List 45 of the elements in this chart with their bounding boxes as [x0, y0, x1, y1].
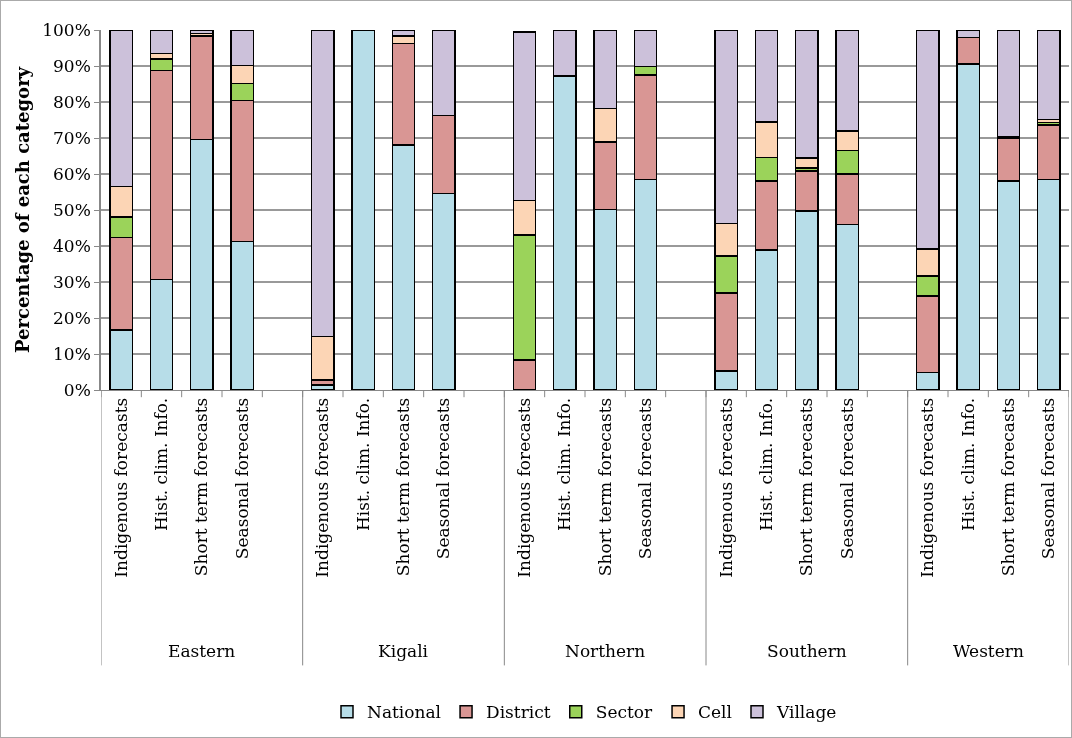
x-tick-label: Seasonal forecasts [231, 397, 252, 560]
legend-label: Cell [698, 702, 732, 723]
x-tick-label: Short term forecasts [998, 397, 1019, 577]
x-tick-label: Seasonal forecasts [1038, 397, 1059, 560]
x-tick-label: Hist. clim. Info. [151, 397, 172, 532]
bar [1036, 30, 1061, 121]
y-tick-label: 100% [42, 19, 91, 40]
x-tick-label: Indigenous forecasts [715, 397, 736, 578]
legend-label: District [486, 702, 551, 723]
x-tick-label: Short term forecasts [796, 397, 817, 577]
y-tick-label: 10% [53, 343, 91, 364]
y-tick-label: 30% [53, 271, 91, 292]
x-tick-label: Indigenous forecasts [110, 397, 131, 578]
text: Western [953, 641, 1024, 661]
text: Southern [767, 641, 847, 661]
text: Eastern [168, 641, 236, 661]
y-axis-title: Percentage of each category [11, 66, 33, 354]
x-tick-label: Short term forecasts [191, 397, 212, 577]
x-tick-label: Indigenous forecasts [917, 397, 938, 578]
y-tick-label: 80% [53, 91, 91, 112]
x-tick-label: Seasonal forecasts [433, 397, 454, 560]
x-tick-label: Indigenous forecasts [514, 397, 535, 578]
y-tick-label: 0% [63, 379, 91, 400]
text: Kigali [378, 641, 429, 661]
x-tick-label: Hist. clim. Info. [957, 397, 978, 532]
x-tick-label: Short term forecasts [594, 397, 615, 577]
text: Northern [565, 641, 646, 661]
x-tick-label: Short term forecasts [393, 397, 414, 577]
y-tick-label: 90% [53, 55, 91, 76]
x-tick-label: Hist. clim. Info. [554, 397, 575, 532]
y-tick-label: 60% [53, 163, 91, 184]
legend-label: Village [776, 702, 837, 723]
y-tick-label: 20% [53, 307, 91, 328]
x-tick-label: Indigenous forecasts [312, 397, 333, 578]
y-tick-label: 40% [53, 235, 91, 256]
bar [996, 30, 1021, 138]
bar [351, 30, 376, 390]
x-tick-label: Seasonal forecasts [836, 397, 857, 560]
legend-label: National [367, 702, 442, 723]
x-tick-label: Hist. clim. Info. [352, 397, 373, 532]
x-tick-label: Hist. clim. Info. [756, 397, 777, 532]
legend-label: Sector [595, 702, 654, 723]
x-tick-label: Seasonal forecasts [635, 397, 656, 560]
y-tick-label: 70% [53, 127, 91, 148]
y-tick-label: 50% [53, 199, 91, 220]
